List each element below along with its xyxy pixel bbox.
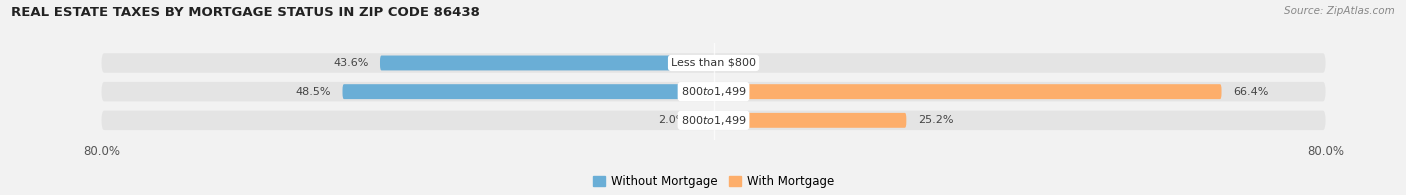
FancyBboxPatch shape (380, 56, 713, 70)
Text: $800 to $1,499: $800 to $1,499 (681, 114, 747, 127)
FancyBboxPatch shape (713, 84, 1222, 99)
FancyBboxPatch shape (699, 113, 713, 128)
Text: Less than $800: Less than $800 (671, 58, 756, 68)
Text: 48.5%: 48.5% (295, 87, 330, 97)
Text: REAL ESTATE TAXES BY MORTGAGE STATUS IN ZIP CODE 86438: REAL ESTATE TAXES BY MORTGAGE STATUS IN … (11, 6, 479, 19)
Text: 43.6%: 43.6% (333, 58, 368, 68)
Text: 66.4%: 66.4% (1233, 87, 1268, 97)
Text: Source: ZipAtlas.com: Source: ZipAtlas.com (1284, 6, 1395, 16)
FancyBboxPatch shape (101, 82, 1326, 101)
Legend: Without Mortgage, With Mortgage: Without Mortgage, With Mortgage (593, 175, 834, 188)
FancyBboxPatch shape (713, 113, 907, 128)
Text: 0.0%: 0.0% (725, 58, 754, 68)
Text: 2.0%: 2.0% (658, 115, 686, 125)
FancyBboxPatch shape (101, 111, 1326, 130)
FancyBboxPatch shape (343, 84, 713, 99)
FancyBboxPatch shape (101, 53, 1326, 73)
Text: 25.2%: 25.2% (918, 115, 953, 125)
Text: $800 to $1,499: $800 to $1,499 (681, 85, 747, 98)
